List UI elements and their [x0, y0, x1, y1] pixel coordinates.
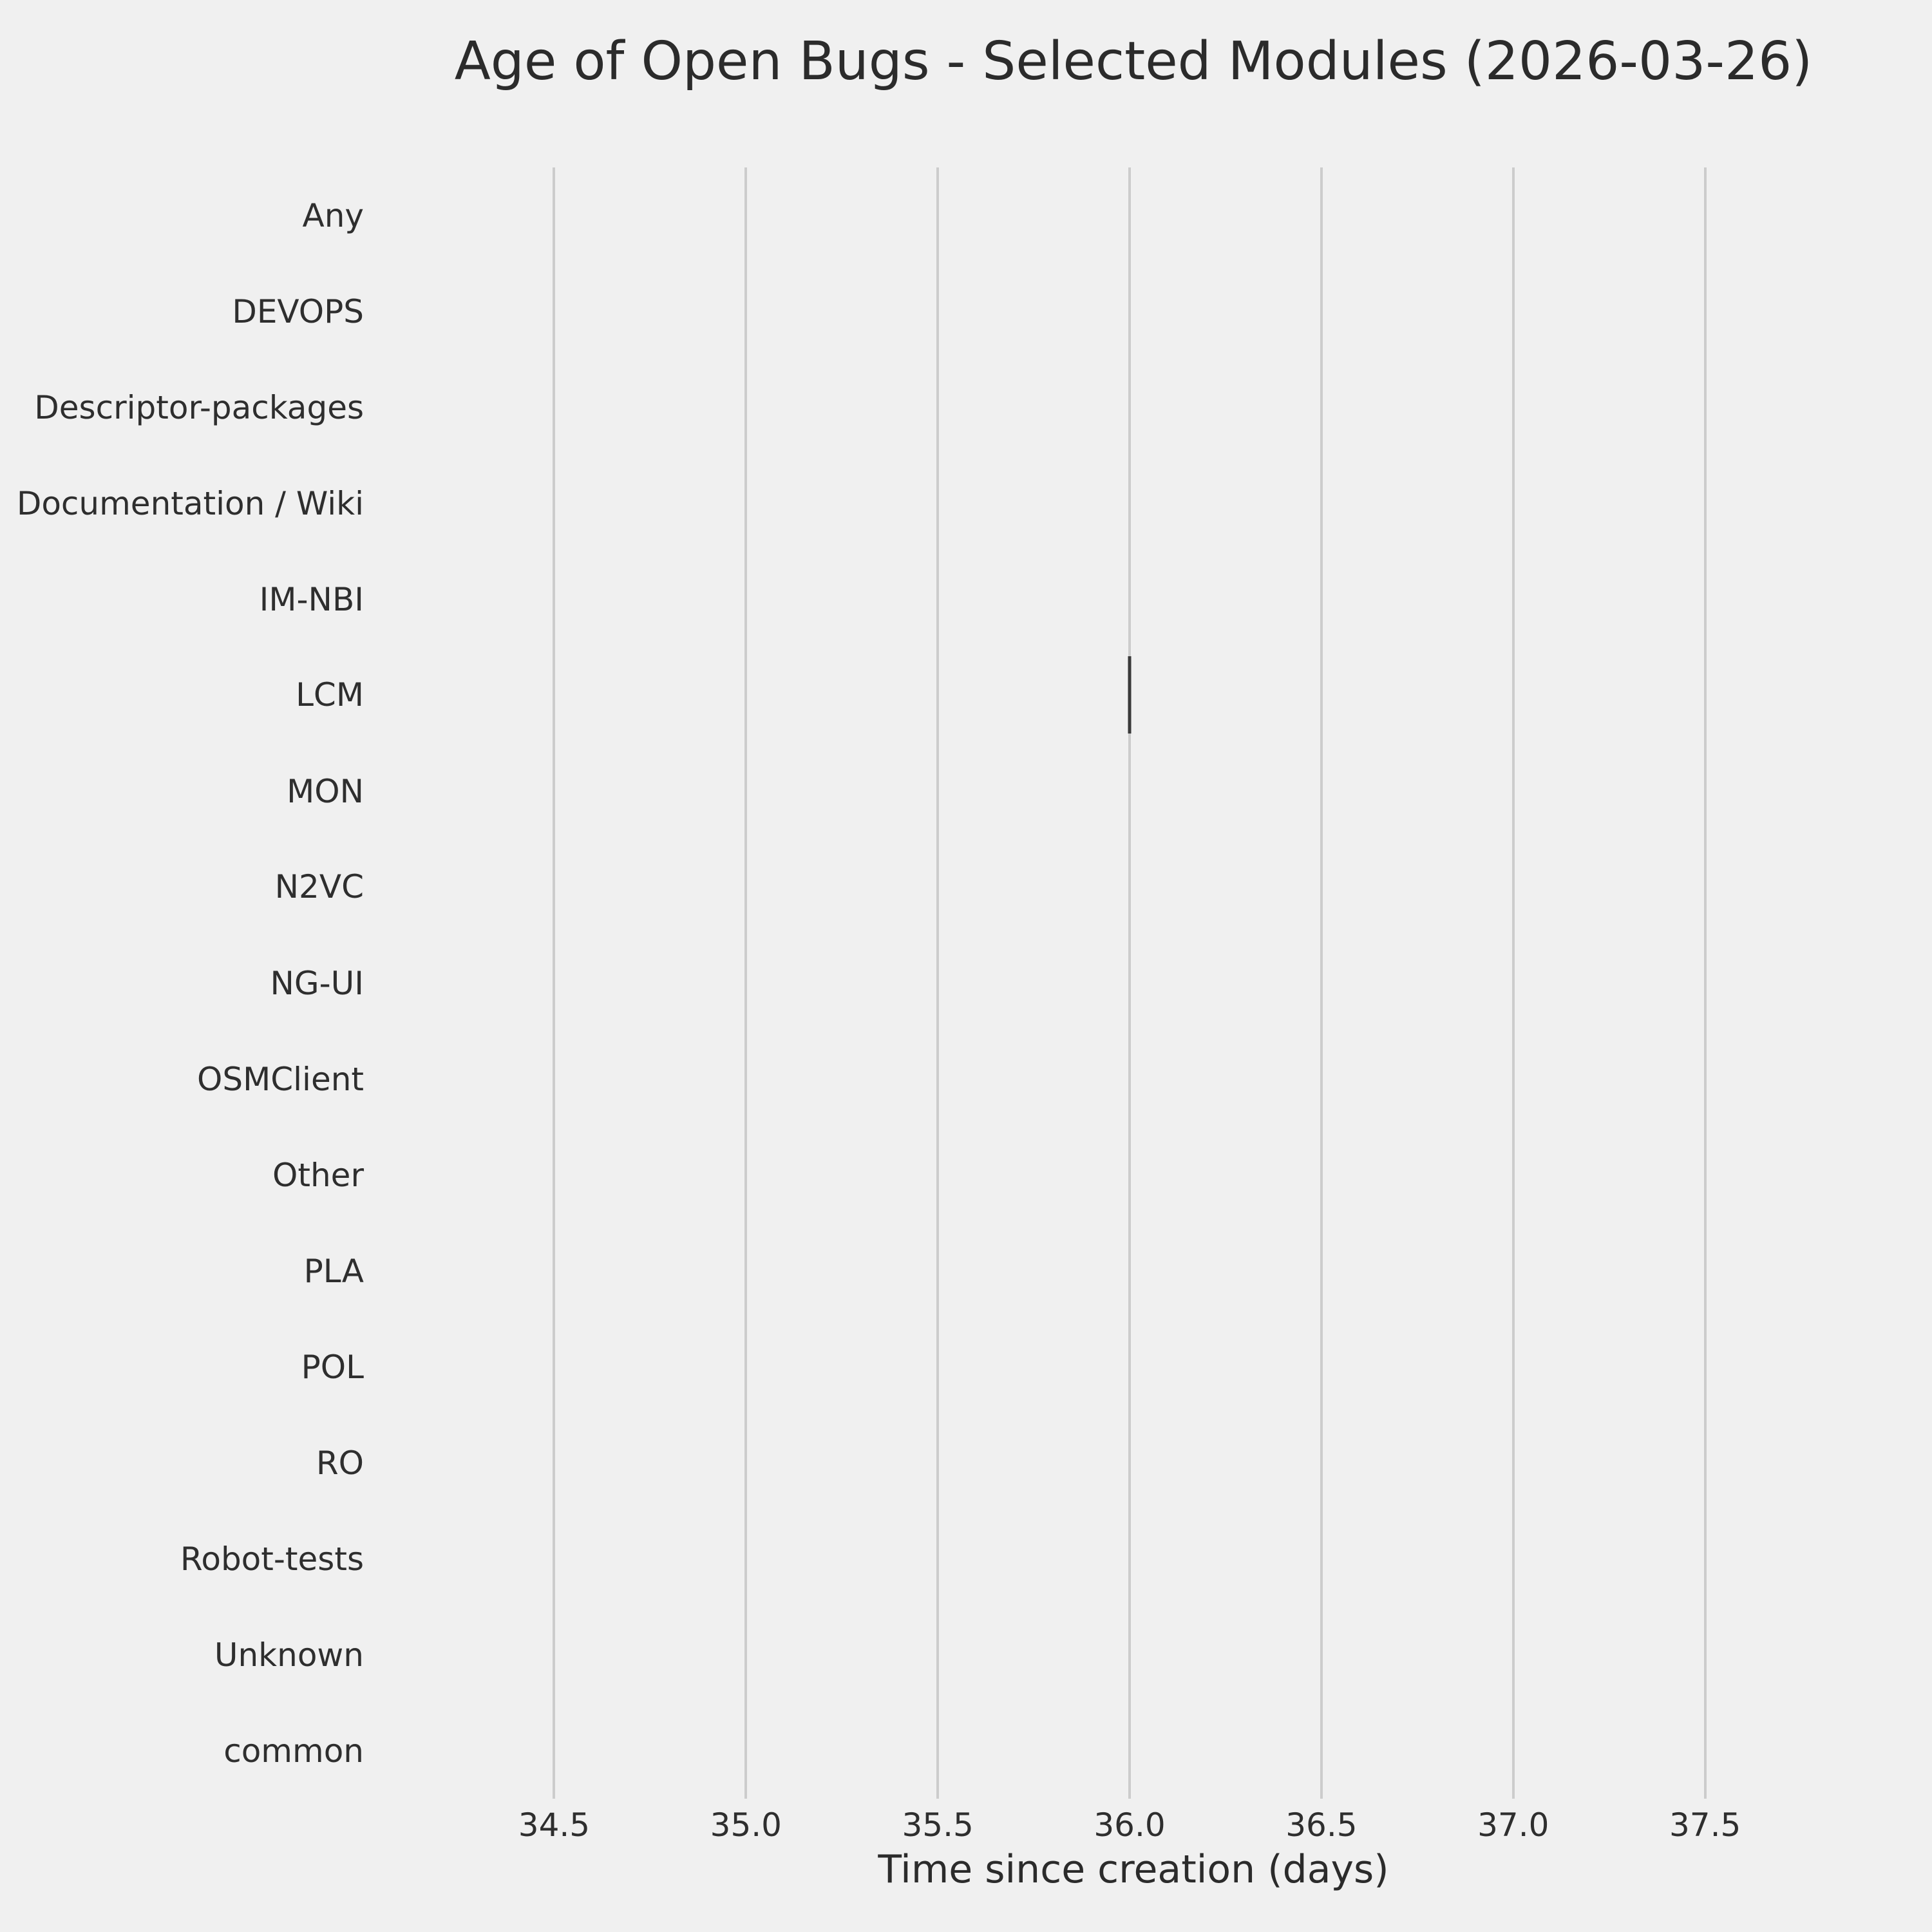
y-axis-labels: Any DEVOPS Descriptor-packages Documentatio…	[0, 167, 364, 1799]
gridline-36.5	[1320, 167, 1323, 1799]
y-label-ng-ui: NG-UI	[270, 964, 364, 1002]
y-label-pol: POL	[301, 1348, 364, 1386]
y-label-common: common	[223, 1732, 364, 1770]
gridline-35.5	[936, 167, 940, 1799]
y-label-documentation-wiki: Documentation / Wiki	[16, 484, 364, 522]
x-tick-label-34.5: 34.5	[518, 1806, 591, 1844]
x-tick-label-35.0: 35.0	[710, 1806, 782, 1844]
y-label-unknown: Unknown	[214, 1636, 364, 1674]
boxplot-mark-lcm	[1128, 656, 1132, 734]
x-tick-label-35.5: 35.5	[902, 1806, 974, 1844]
y-label-robot-tests: Robot-tests	[180, 1540, 364, 1578]
gridline-37.0	[1511, 167, 1515, 1799]
x-tick-label-36.5: 36.5	[1285, 1806, 1358, 1844]
y-label-pla: PLA	[303, 1252, 364, 1290]
gridline-36.0	[1128, 167, 1132, 1799]
y-label-any: Any	[302, 196, 364, 234]
y-label-descriptor-packages: Descriptor-packages	[34, 388, 364, 426]
x-tick-label-37.0: 37.0	[1477, 1806, 1549, 1844]
y-label-ro: RO	[316, 1444, 364, 1482]
y-label-osmclient: OSMClient	[197, 1060, 364, 1098]
y-label-im-nbi: IM-NBI	[259, 580, 364, 618]
y-label-other: Other	[272, 1156, 364, 1194]
y-label-mon: MON	[287, 772, 364, 810]
x-axis-tick-labels: 34.5 35.0 35.5 36.0 36.5 37.0 37.5	[412, 1807, 1855, 1852]
y-label-devops: DEVOPS	[232, 292, 364, 330]
gridline-34.5	[553, 167, 556, 1799]
gridline-37.5	[1703, 167, 1707, 1799]
x-axis-title: Time since creation (days)	[878, 1847, 1389, 1892]
y-label-n2vc: N2VC	[274, 868, 364, 906]
x-tick-label-37.5: 37.5	[1669, 1806, 1741, 1844]
chart-title: Age of Open Bugs - Selected Modules (202…	[454, 31, 1813, 92]
gridline-35.0	[744, 167, 748, 1799]
x-tick-label-36.0: 36.0	[1094, 1806, 1166, 1844]
plot-area	[412, 167, 1855, 1799]
y-label-lcm: LCM	[296, 676, 364, 714]
